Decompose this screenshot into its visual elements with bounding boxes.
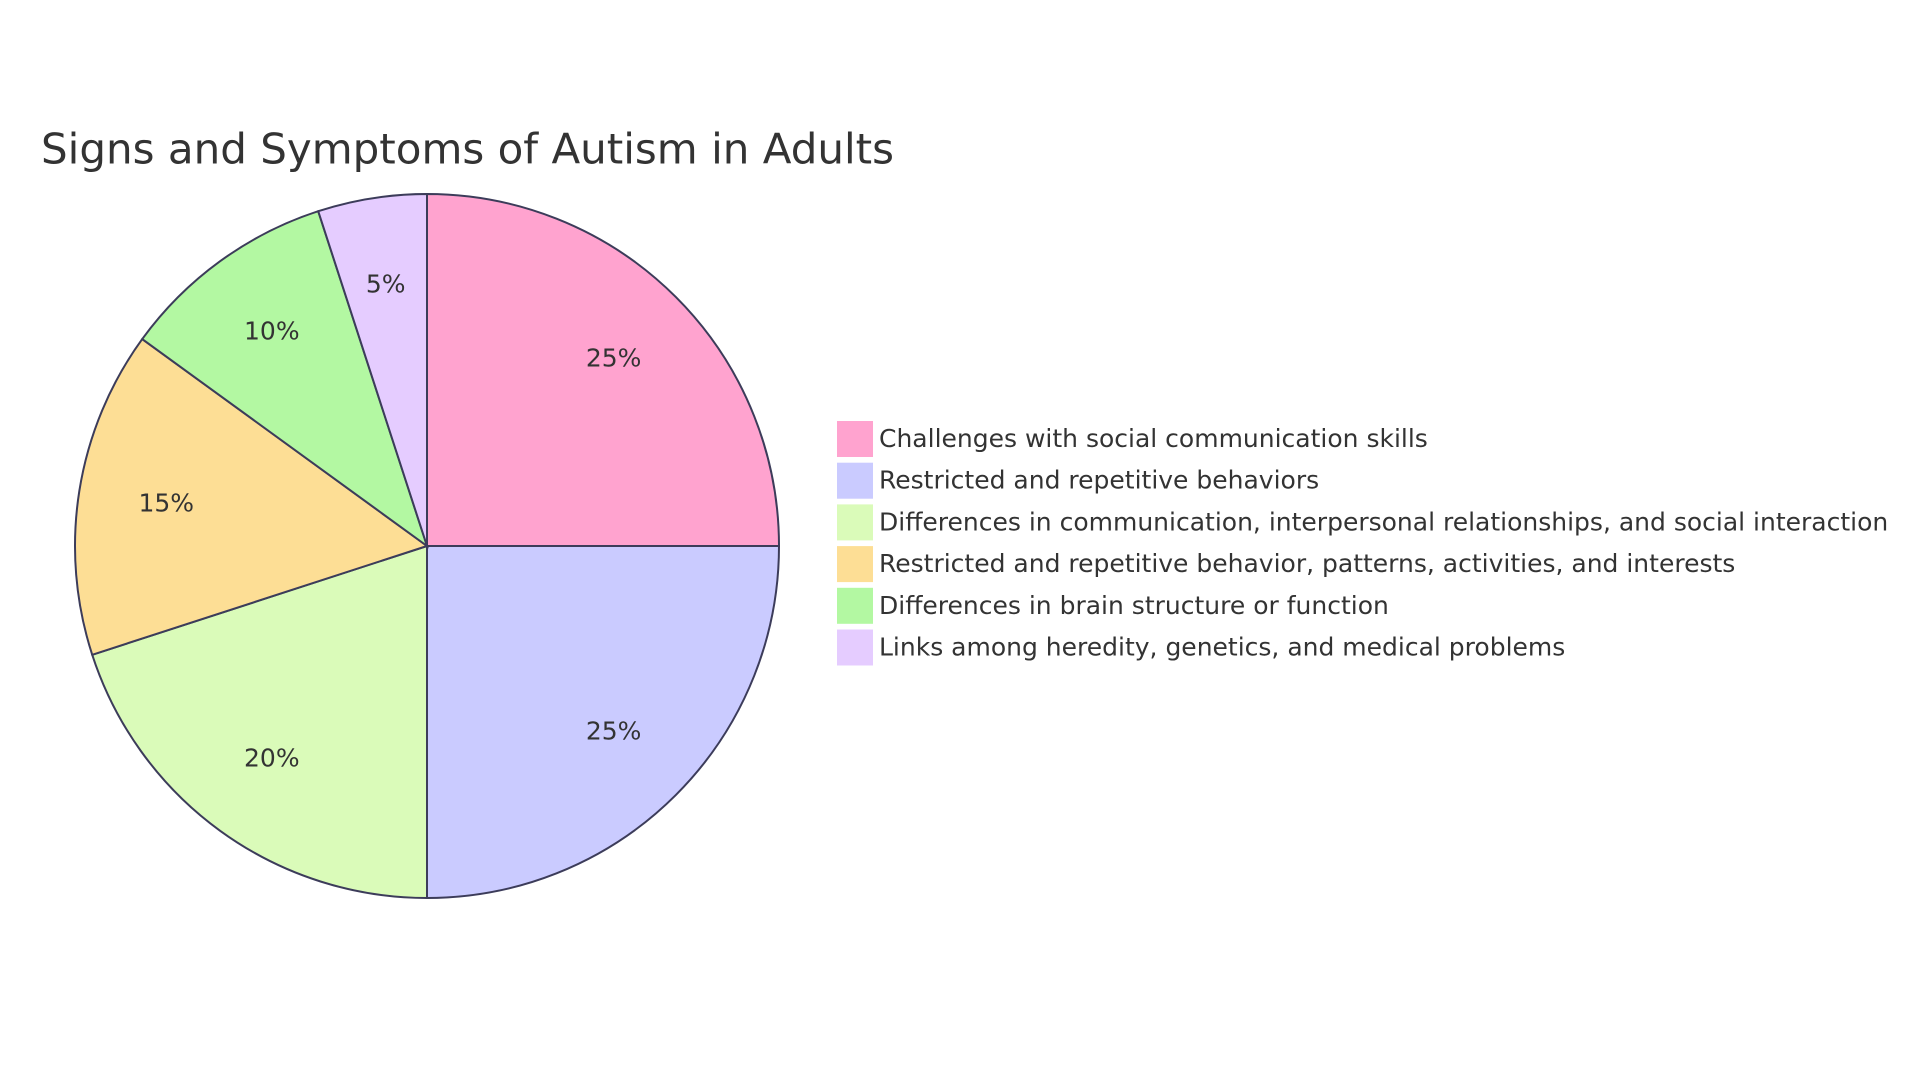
legend-label: Restricted and repetitive behaviors [879, 466, 1319, 495]
slice-label: 20% [244, 744, 300, 773]
legend-swatch [837, 421, 873, 457]
slice-label: 5% [366, 269, 406, 298]
legend-swatch [837, 462, 873, 499]
slice-label: 25% [586, 717, 642, 746]
legend-label: Restricted and repetitive behavior, patt… [879, 549, 1735, 578]
pie-slice [90, 544, 428, 900]
pie-slice [316, 192, 428, 547]
pie-slice [426, 545, 781, 900]
pie-slice [426, 192, 781, 547]
legend-label: Links among heredity, genetics, and medi… [879, 633, 1565, 662]
legend-swatch [837, 504, 873, 541]
slice-label: 10% [244, 316, 300, 345]
pie-slice [74, 337, 430, 657]
pie-slice [140, 209, 429, 549]
legend-label: Differences in brain structure or functi… [879, 591, 1389, 620]
legend-swatch [837, 629, 873, 666]
slice-label: 25% [586, 343, 642, 372]
chart-title: Signs and Symptoms of Autism in Adults [41, 125, 894, 174]
legend-label: Challenges with social communication ski… [879, 424, 1428, 453]
legend-swatch [837, 546, 873, 583]
legend-swatch [837, 587, 873, 624]
slice-label: 15% [138, 489, 194, 518]
legend-label: Differences in communication, interperso… [879, 507, 1888, 536]
